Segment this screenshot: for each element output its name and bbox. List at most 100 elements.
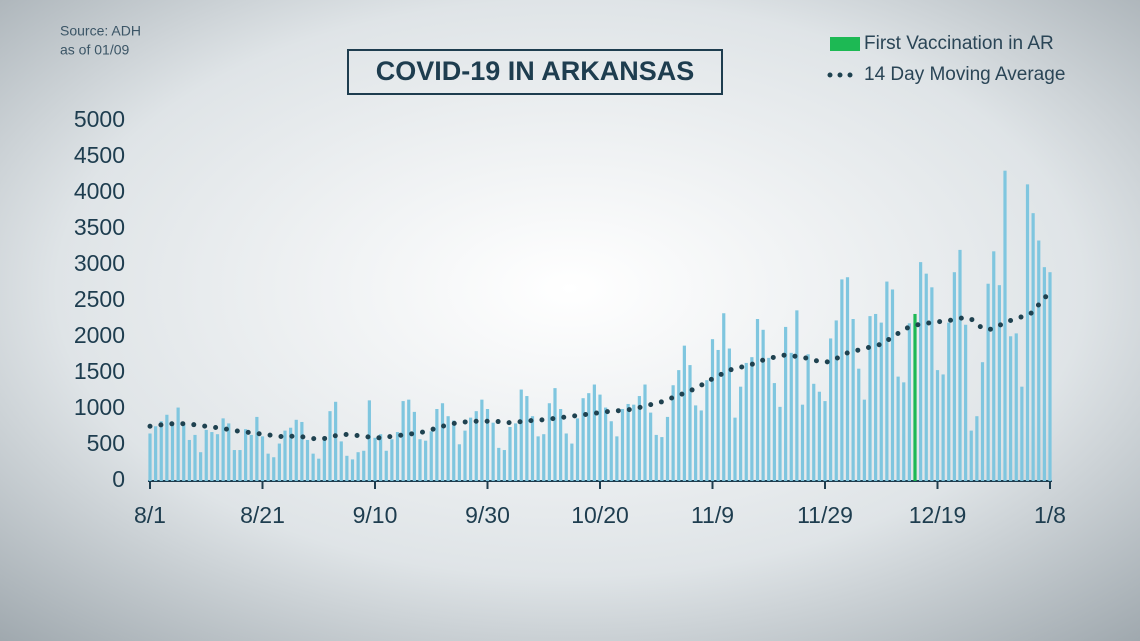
bar bbox=[935, 370, 940, 481]
bar bbox=[530, 416, 535, 481]
bar bbox=[491, 422, 495, 481]
y-tick-label: 5000 bbox=[74, 106, 125, 132]
moving-average-line bbox=[147, 287, 1053, 442]
bar bbox=[1020, 386, 1024, 481]
bar bbox=[272, 457, 276, 481]
bar bbox=[502, 450, 506, 481]
bar bbox=[221, 418, 225, 481]
bar bbox=[395, 432, 400, 481]
legend-label: 14 Day Moving Average bbox=[864, 64, 1065, 85]
bar bbox=[727, 348, 731, 481]
bar bbox=[817, 391, 821, 481]
x-tick-label: 10/20 bbox=[571, 502, 629, 528]
bar bbox=[772, 383, 776, 481]
bar bbox=[930, 287, 934, 481]
bar bbox=[1031, 213, 1035, 481]
bar bbox=[1025, 184, 1030, 482]
bar bbox=[300, 421, 304, 481]
bar bbox=[429, 431, 433, 481]
bar bbox=[328, 411, 332, 481]
bar bbox=[649, 412, 653, 481]
bar bbox=[1003, 170, 1007, 481]
bar bbox=[260, 436, 265, 481]
bar bbox=[227, 423, 231, 481]
bar bbox=[924, 273, 928, 481]
bar bbox=[694, 405, 698, 481]
bar bbox=[469, 417, 473, 481]
bar bbox=[339, 441, 343, 481]
bar bbox=[249, 434, 253, 481]
bar bbox=[199, 452, 203, 481]
bar bbox=[350, 459, 355, 481]
bar bbox=[795, 310, 799, 481]
bar bbox=[677, 370, 681, 481]
y-tick-label: 0 bbox=[112, 466, 125, 492]
bar bbox=[688, 365, 692, 481]
bar bbox=[525, 396, 529, 481]
x-tick-label: 8/1 bbox=[134, 502, 166, 528]
y-tick-label: 1500 bbox=[74, 358, 125, 384]
bar bbox=[896, 376, 900, 481]
bar bbox=[789, 352, 793, 481]
bar bbox=[187, 439, 191, 481]
bar bbox=[334, 401, 338, 481]
x-tick-label: 8/21 bbox=[240, 502, 285, 528]
bar bbox=[992, 251, 996, 481]
bar bbox=[626, 403, 630, 481]
bar bbox=[947, 322, 951, 481]
bar bbox=[536, 436, 540, 481]
bar bbox=[289, 427, 293, 481]
y-tick-label: 3500 bbox=[74, 214, 125, 240]
bar bbox=[834, 320, 838, 481]
bar bbox=[165, 414, 169, 481]
bar bbox=[840, 279, 844, 481]
x-tick-label: 9/30 bbox=[465, 502, 510, 528]
bar bbox=[170, 424, 175, 481]
bar bbox=[547, 403, 551, 481]
bar bbox=[356, 452, 360, 481]
bar bbox=[907, 323, 911, 481]
bar bbox=[390, 439, 394, 481]
bar bbox=[997, 285, 1001, 481]
bar bbox=[671, 385, 675, 481]
bar bbox=[902, 382, 906, 481]
bar bbox=[435, 409, 439, 481]
bar bbox=[975, 416, 979, 481]
legend-swatch bbox=[830, 37, 860, 51]
as-of: as of 01/09 bbox=[60, 42, 129, 58]
bar bbox=[474, 411, 478, 481]
bar bbox=[384, 450, 388, 481]
bar bbox=[733, 417, 737, 481]
bar bbox=[767, 357, 771, 481]
bar bbox=[823, 401, 827, 481]
bar bbox=[581, 398, 585, 481]
bar bbox=[480, 399, 484, 481]
bar bbox=[266, 453, 270, 481]
title-box bbox=[347, 49, 723, 95]
bar bbox=[699, 410, 703, 481]
bar bbox=[592, 384, 596, 481]
bar bbox=[452, 420, 456, 481]
bar bbox=[424, 440, 428, 481]
bar bbox=[980, 362, 985, 481]
x-tick-label: 11/29 bbox=[797, 502, 853, 528]
bar bbox=[868, 316, 872, 481]
bar bbox=[969, 430, 973, 481]
bar bbox=[615, 436, 619, 481]
bar bbox=[148, 433, 152, 481]
bar bbox=[919, 262, 923, 481]
bar bbox=[654, 434, 658, 481]
bar bbox=[958, 249, 962, 481]
bar bbox=[497, 447, 501, 481]
bar bbox=[851, 319, 855, 481]
bar bbox=[874, 313, 878, 481]
bar bbox=[722, 313, 726, 481]
y-tick-label: 3000 bbox=[74, 250, 125, 276]
bar bbox=[542, 434, 546, 481]
bar bbox=[778, 406, 782, 481]
bar bbox=[176, 407, 180, 481]
bar bbox=[485, 409, 490, 481]
bar bbox=[1042, 267, 1046, 481]
